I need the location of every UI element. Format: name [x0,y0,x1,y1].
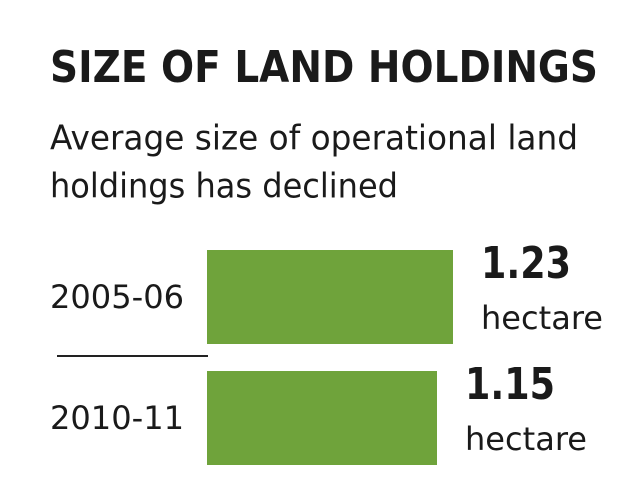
unit-label: hectare [481,299,603,337]
bar [207,371,437,465]
value-label: 1.23 [481,238,571,289]
chart-title: SIZE OF LAND HOLDINGS [50,42,598,93]
bar [207,250,453,344]
category-label: 2005-06 [50,278,184,316]
unit-label: hectare [465,420,587,458]
value-label: 1.15 [465,359,555,410]
subtitle: Average size of operational land [50,119,578,159]
category-label: 2010-11 [50,399,184,437]
subtitle: holdings has declined [50,167,398,207]
